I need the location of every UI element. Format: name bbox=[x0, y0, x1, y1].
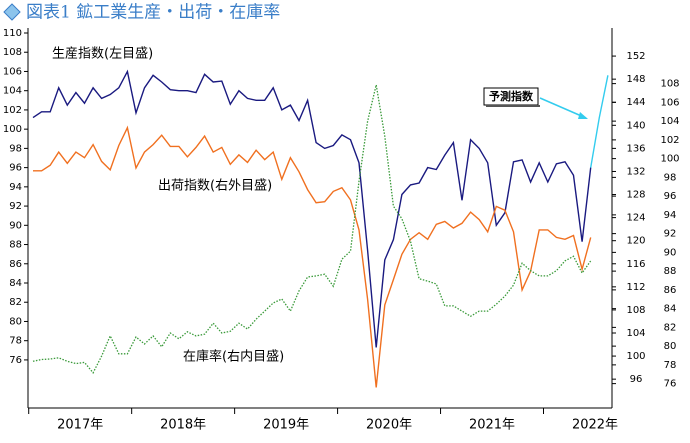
tick-label: 106 bbox=[660, 97, 679, 108]
x-tick-label: 2021年 bbox=[469, 418, 515, 433]
series-line bbox=[32, 69, 592, 348]
tick-label: 104 bbox=[626, 328, 645, 339]
tick-label: 90 bbox=[664, 247, 677, 258]
tick-label: 136 bbox=[626, 143, 645, 154]
tick-label: 148 bbox=[626, 74, 645, 85]
tick-label: 100 bbox=[626, 351, 645, 362]
tick-label: 96 bbox=[664, 191, 677, 202]
tick-label: 104 bbox=[660, 116, 679, 127]
tick-label: 152 bbox=[626, 51, 645, 62]
tick-label: 84 bbox=[664, 304, 677, 315]
tick-label: 102 bbox=[660, 135, 679, 146]
tick-label: 104 bbox=[3, 86, 22, 97]
tick-label: 92 bbox=[9, 201, 22, 212]
x-tick-label: 2019年 bbox=[263, 418, 309, 433]
tick-label: 140 bbox=[626, 120, 645, 131]
tick-label: 82 bbox=[664, 322, 677, 333]
tick-label: 98 bbox=[664, 172, 677, 183]
tick-label: 108 bbox=[626, 305, 645, 316]
tick-label: 82 bbox=[9, 297, 22, 308]
series-line bbox=[33, 125, 592, 388]
tick-label: 92 bbox=[664, 229, 677, 240]
tick-label: 84 bbox=[9, 278, 22, 289]
series-line bbox=[590, 75, 609, 168]
x-tick-label: 2020年 bbox=[366, 418, 412, 433]
tick-label: 120 bbox=[626, 236, 645, 247]
tick-label: 80 bbox=[9, 316, 22, 327]
tick-label: 108 bbox=[660, 79, 679, 90]
series-label: 生産指数(左目盛) bbox=[52, 46, 153, 62]
tick-label: 128 bbox=[626, 190, 645, 201]
annotation-arrow bbox=[539, 97, 587, 119]
tick-label: 110 bbox=[3, 28, 22, 39]
x-tick-label: 2022年 bbox=[572, 418, 618, 433]
series-line bbox=[32, 84, 592, 374]
tick-label: 86 bbox=[9, 259, 22, 270]
annotation-shadow bbox=[486, 105, 540, 107]
tick-label: 116 bbox=[626, 259, 645, 270]
tick-label: 106 bbox=[3, 66, 22, 77]
tick-label: 96 bbox=[630, 374, 643, 385]
x-tick-label: 2017年 bbox=[57, 418, 103, 433]
tick-label: 102 bbox=[3, 105, 22, 116]
tick-label: 86 bbox=[664, 285, 677, 296]
tick-label: 100 bbox=[3, 124, 22, 135]
tick-label: 94 bbox=[9, 182, 22, 193]
title-icon bbox=[3, 3, 21, 21]
tick-label: 94 bbox=[664, 210, 677, 221]
tick-label: 112 bbox=[626, 282, 645, 293]
tick-label: 80 bbox=[664, 341, 677, 352]
tick-label: 78 bbox=[9, 336, 22, 347]
tick-label: 132 bbox=[626, 166, 645, 177]
tick-label: 100 bbox=[660, 154, 679, 165]
tick-label: 90 bbox=[9, 220, 22, 231]
x-tick-label: 2018年 bbox=[160, 418, 206, 433]
tick-label: 108 bbox=[3, 47, 22, 58]
tick-label: 144 bbox=[626, 97, 645, 108]
tick-label: 98 bbox=[9, 143, 22, 154]
tick-label: 88 bbox=[9, 240, 22, 251]
chart-title: 図表1 鉱工業生産・出荷・在庫率 bbox=[26, 3, 280, 23]
series-label: 在庫率(右内目盛) bbox=[183, 349, 284, 365]
tick-label: 76 bbox=[9, 355, 22, 366]
tick-label: 76 bbox=[664, 379, 677, 390]
series-label: 出荷指数(右外目盛) bbox=[158, 179, 272, 194]
tick-label: 88 bbox=[664, 266, 677, 277]
tick-label: 124 bbox=[626, 213, 645, 224]
tick-label: 96 bbox=[9, 163, 22, 174]
annotation-arrowhead bbox=[578, 112, 588, 119]
tick-label: 78 bbox=[664, 360, 677, 371]
annotation: 予測指数 bbox=[489, 89, 534, 103]
